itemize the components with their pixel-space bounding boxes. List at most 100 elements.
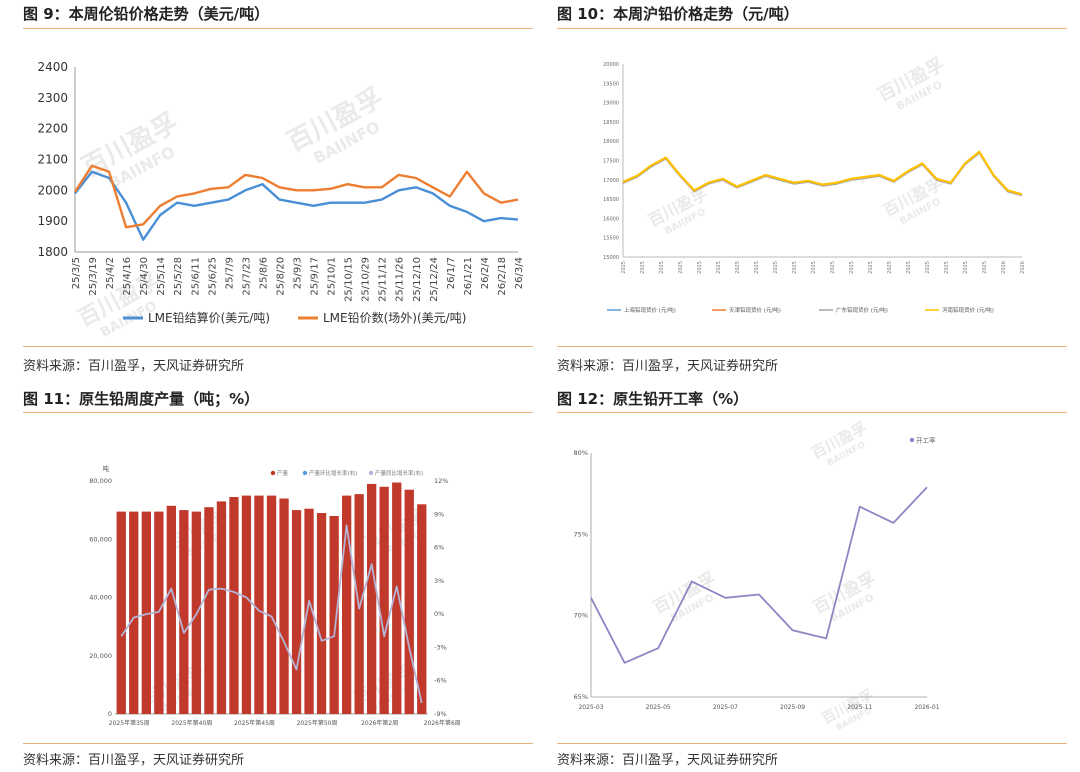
bar [404, 489, 414, 714]
legend-marker [302, 470, 308, 476]
y-tick-label: 2100 [37, 153, 68, 167]
source-divider [557, 743, 1067, 744]
x-tick-label: 2025 [678, 261, 684, 274]
x-tick-label: 2025年第35周 [109, 719, 150, 727]
operating-rate-line [590, 486, 928, 664]
x-tick-label: 2025 [944, 261, 950, 274]
x-tick-label: 25/4/16 [122, 257, 133, 296]
title-divider [23, 28, 533, 29]
y-tick-label: 20000 [603, 62, 619, 68]
bar [379, 486, 389, 714]
x-tick-label: 26/1/21 [463, 257, 474, 296]
series-line-1 [74, 170, 519, 241]
source-divider [23, 346, 533, 347]
x-tick-label: 25/6/11 [190, 257, 201, 296]
panel-title: 图 12：原生铅开工率（%） [557, 390, 749, 408]
bar [304, 508, 314, 714]
y2-tick-label: -3% [434, 643, 447, 651]
bar [216, 501, 227, 714]
growth-line [120, 524, 423, 704]
y-tick-label: 15500 [603, 236, 619, 242]
legend-label: 河南铅现货价 (元/吨) [942, 306, 994, 314]
y2-tick-label: 3% [434, 577, 444, 585]
legend-label: 天津铅现货价 (元/吨) [729, 306, 781, 314]
x-tick-label: 25/11/26 [395, 257, 406, 302]
x-tick-label: 25/10/15 [344, 257, 355, 302]
x-tick-label: 2025 [906, 261, 912, 274]
x-tick-label: 2025 [925, 261, 931, 274]
bar [179, 510, 189, 714]
y2-tick-label: 9% [434, 510, 444, 518]
x-tick-label: 2025-09 [780, 704, 805, 711]
y-tick-label: 2200 [37, 122, 68, 136]
x-tick-label: 2025 [621, 261, 627, 274]
x-tick-label: 2025 [697, 261, 703, 274]
y-tick-label: 15000 [603, 255, 619, 261]
y-tick-label: 16500 [603, 197, 619, 203]
y-tick-label: 75% [574, 530, 588, 538]
x-tick-label: 26/1/7 [446, 257, 457, 289]
x-tick-label: 2026年第2周 [361, 719, 398, 727]
x-tick-label: 2025 [754, 261, 760, 274]
legend-label: 上海铅现货价 (元/吨) [624, 306, 676, 314]
legend-label: 广东铅现货价 (元/吨) [836, 306, 888, 314]
x-tick-label: 25/10/1 [327, 257, 338, 296]
y-unit-label: 吨 [103, 464, 110, 473]
panel-lme-lead: 图 9：本周伦铅价格走势（美元/吨） 百川盈孚 BAIINFO 百川盈孚 BAIINF… [23, 0, 533, 380]
legend-marker [909, 437, 915, 443]
panel-title: 图 10：本周沪铅价格走势（元/吨） [557, 5, 799, 23]
x-tick-label: 25/6/25 [207, 257, 218, 296]
x-tick-label: 26/3/4 [514, 257, 525, 289]
bar [329, 516, 339, 714]
y-tick-label: 19000 [603, 101, 619, 107]
x-tick-label: 25/12/24 [429, 257, 440, 302]
panel-primary-lead-rate: 图 12：原生铅开工率（%） 百川盈孚 BAIINFO 百川盈孚 BAIINFO 百川盈… [557, 385, 1067, 772]
y-tick-label: 17500 [603, 159, 619, 165]
x-tick-label: 2025 [773, 261, 779, 274]
x-tick-label: 25/9/17 [310, 257, 321, 296]
bar [279, 498, 289, 714]
series-line-2 [73, 164, 519, 229]
x-tick-label: 25/9/3 [293, 257, 304, 289]
x-tick-label: 2025-05 [646, 704, 671, 711]
x-tick-label: 25/5/28 [173, 257, 184, 296]
bar [166, 505, 176, 714]
bar [266, 495, 277, 714]
x-tick-label: 25/3/5 [71, 257, 82, 289]
legend-label: LME铅价数(场外)(美元/吨) [323, 310, 466, 325]
y-tick-label: 65% [574, 693, 588, 701]
source-divider [23, 743, 533, 744]
x-tick-label: 2026年第6周 [424, 719, 461, 727]
legend-label: LME铅结算价(美元/吨) [148, 310, 270, 325]
title-divider [557, 412, 1067, 413]
bar [129, 511, 139, 714]
source-note: 资料来源：百川盈孚，天风证券研究所 [23, 359, 245, 374]
x-tick-label: 2025-07 [713, 704, 738, 711]
x-tick-label: 2025-03 [578, 704, 603, 711]
x-tick-label: 25/3/19 [88, 257, 99, 296]
x-tick-label: 25/4/30 [139, 257, 150, 296]
title-divider [557, 28, 1067, 29]
y2-tick-label: -9% [434, 710, 447, 718]
series-line-1 [622, 152, 1023, 196]
panel-title: 图 9：本周伦铅价格走势（美元/吨） [23, 5, 270, 23]
y-tick-label: 1900 [37, 214, 68, 228]
series-line-3 [622, 152, 1023, 197]
source-note: 资料来源：百川盈孚，天风证券研究所 [23, 753, 245, 768]
bar [141, 511, 151, 714]
x-tick-label: 25/5/14 [156, 257, 167, 296]
legend-marker [270, 470, 276, 476]
y-tick-label: 2000 [37, 183, 68, 197]
y-tick-label: 60,000 [89, 535, 112, 543]
x-tick-label: 2026 [1020, 261, 1026, 274]
legend-label: 开工率 [916, 436, 936, 445]
bar [342, 495, 352, 714]
